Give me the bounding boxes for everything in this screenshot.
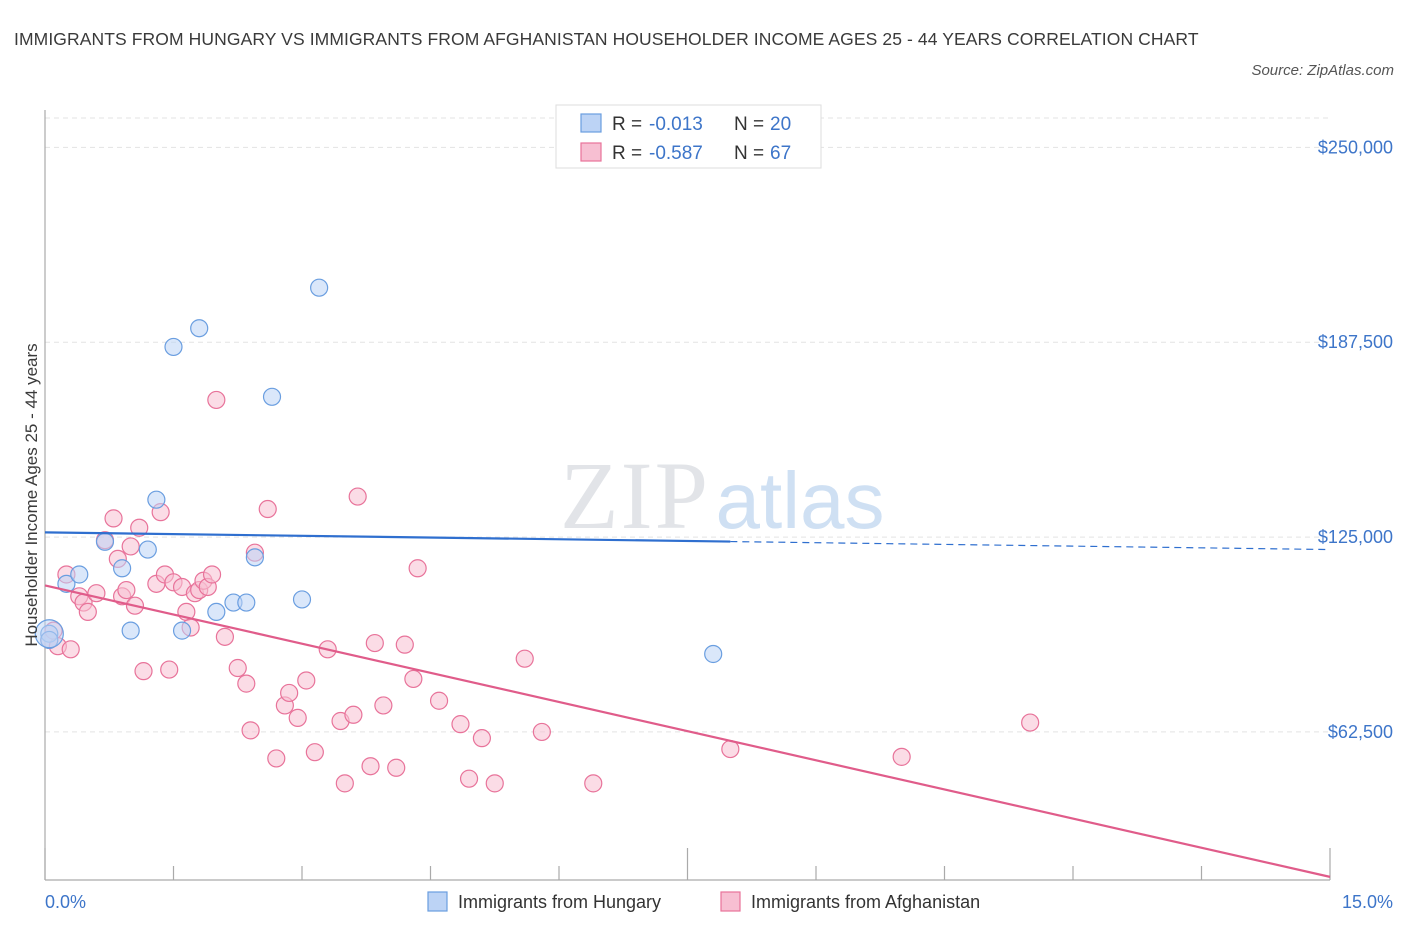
hungary-point-3	[95, 532, 115, 551]
correlation-legend: R = -0.013 N = 20 R = -0.587 N = 67	[555, 104, 822, 169]
afghanistan-point-49	[365, 633, 384, 653]
afghanistan-point-60	[515, 649, 534, 668]
afghanistan-point-39	[280, 683, 299, 703]
afghanistan-point-29	[202, 565, 222, 584]
afghanistan-point-58	[472, 729, 491, 748]
afghanistan-point-54	[408, 559, 427, 578]
afghanistan-point-32	[228, 658, 247, 678]
afghanistan-point-65	[1021, 713, 1040, 732]
hungary-point-18	[704, 644, 723, 664]
hungary-point-5	[121, 621, 140, 640]
hungary-point-16	[292, 590, 312, 609]
afghanistan-point-64	[892, 747, 911, 766]
axes	[44, 110, 1331, 881]
afghanistan-point-42	[305, 743, 324, 762]
x-tick-labels: 0.0% 15.0%	[45, 892, 1393, 912]
legend-afghanistan-r-label: R =	[612, 143, 642, 164]
y-tick-label-3: $250,000	[1318, 137, 1393, 157]
hungary-point-4	[112, 559, 132, 578]
source-label: Source: ZipAtlas.com	[1251, 62, 1394, 79]
afghanistan-point-37	[267, 749, 286, 768]
hungary-point-11	[207, 602, 226, 622]
hungary-trend-line	[44, 531, 731, 543]
legend-hungary-r-value: -0.013	[649, 114, 703, 135]
legend-afghanistan-n-label: N =	[734, 143, 764, 164]
afghanistan-point-16	[134, 662, 153, 681]
afghanistan-point-6	[78, 602, 97, 622]
legend-afghanistan-swatch	[580, 142, 602, 162]
y-tick-label-0: $62,500	[1328, 722, 1393, 742]
afghanistan-point-9	[104, 509, 123, 528]
y-tick-labels: $62,500 $125,000 $187,500 $250,000	[1318, 137, 1393, 742]
legend-afghanistan-n-value: 67	[770, 143, 791, 164]
hungary-point-1	[57, 574, 76, 593]
watermark-zip: ZIP	[560, 442, 710, 549]
legend-afghanistan-r-value: -0.587	[649, 143, 703, 164]
trend-lines	[44, 531, 1331, 878]
watermark-atlas: atlas	[716, 456, 885, 545]
afghanistan-point-51	[387, 758, 406, 777]
hungary-point-15	[262, 387, 282, 406]
afghanistan-trend-line	[44, 584, 1331, 878]
y-axis-title: Householder Income Ages 25 - 44 years	[22, 343, 41, 646]
afghanistan-point-62	[584, 774, 603, 793]
afghanistan-point-3	[61, 640, 80, 659]
afghanistan-point-47	[348, 487, 367, 506]
bottom-legend-afghanistan-label: Immigrants from Afghanistan	[751, 892, 980, 912]
hungary-point-10	[190, 319, 209, 338]
afghanistan-point-31	[215, 627, 234, 646]
afghanistan-point-20	[160, 660, 179, 679]
bottom-legend-afghanistan-swatch	[720, 891, 741, 912]
bottom-legend-hungary-label: Immigrants from Hungary	[458, 892, 661, 912]
afghanistan-point-41	[297, 671, 316, 690]
afghanistan-point-55	[429, 691, 449, 710]
legend-hungary-n-label: N =	[734, 114, 764, 135]
afghanistan-point-50	[374, 696, 393, 715]
watermark: ZIP atlas	[560, 442, 884, 549]
hungary-point-2	[70, 565, 89, 584]
y-tick-label-1: $125,000	[1318, 527, 1393, 547]
legend-hungary-r-label: R =	[612, 114, 642, 135]
afghanistan-point-30	[207, 390, 226, 410]
hungary-point-17	[310, 278, 329, 297]
y-tick-label-2: $187,500	[1318, 332, 1393, 352]
afghanistan-point-52	[395, 635, 414, 654]
hungary-point-13	[237, 593, 256, 612]
legend-hungary-swatch	[580, 113, 602, 133]
x-tick-label-1: 15.0%	[1342, 892, 1393, 912]
afghanistan-point-56	[451, 715, 470, 734]
afghanistan-point-40	[288, 708, 307, 727]
afghanistan-point-13	[121, 537, 140, 556]
gridlines	[45, 117, 1330, 733]
afghanistan-point-12	[117, 580, 136, 600]
afghanistan-point-15	[130, 518, 149, 537]
afghanistan-point-33	[237, 674, 256, 693]
series-legend: Immigrants from Hungary Immigrants from …	[427, 891, 980, 912]
x-tick-label-0: 0.0%	[45, 892, 86, 912]
hungary-point-14	[245, 548, 264, 567]
afghanistan-point-36	[258, 499, 277, 519]
bottom-legend-hungary-swatch	[427, 891, 448, 912]
afghanistan-point-48	[361, 757, 380, 776]
hungary-points	[34, 278, 723, 664]
afghanistan-point-46	[344, 705, 363, 724]
hungary-point-6	[138, 540, 157, 559]
afghanistan-point-61	[532, 722, 551, 742]
legend-hungary-n-value: 20	[770, 114, 791, 135]
hungary-point-8	[164, 337, 183, 357]
afghanistan-point-53	[404, 669, 423, 689]
hungary-point-9	[172, 621, 192, 640]
afghanistan-point-59	[485, 774, 504, 793]
chart-title: IMMIGRANTS FROM HUNGARY VS IMMIGRANTS FR…	[14, 29, 1199, 49]
hungary-point-large	[34, 619, 64, 649]
afghanistan-point-57	[459, 769, 479, 788]
hungary-trend-extension	[730, 540, 1331, 551]
afghanistan-point-34	[241, 721, 260, 740]
afghanistan-point-45	[335, 774, 354, 793]
hungary-point-7	[147, 490, 166, 509]
